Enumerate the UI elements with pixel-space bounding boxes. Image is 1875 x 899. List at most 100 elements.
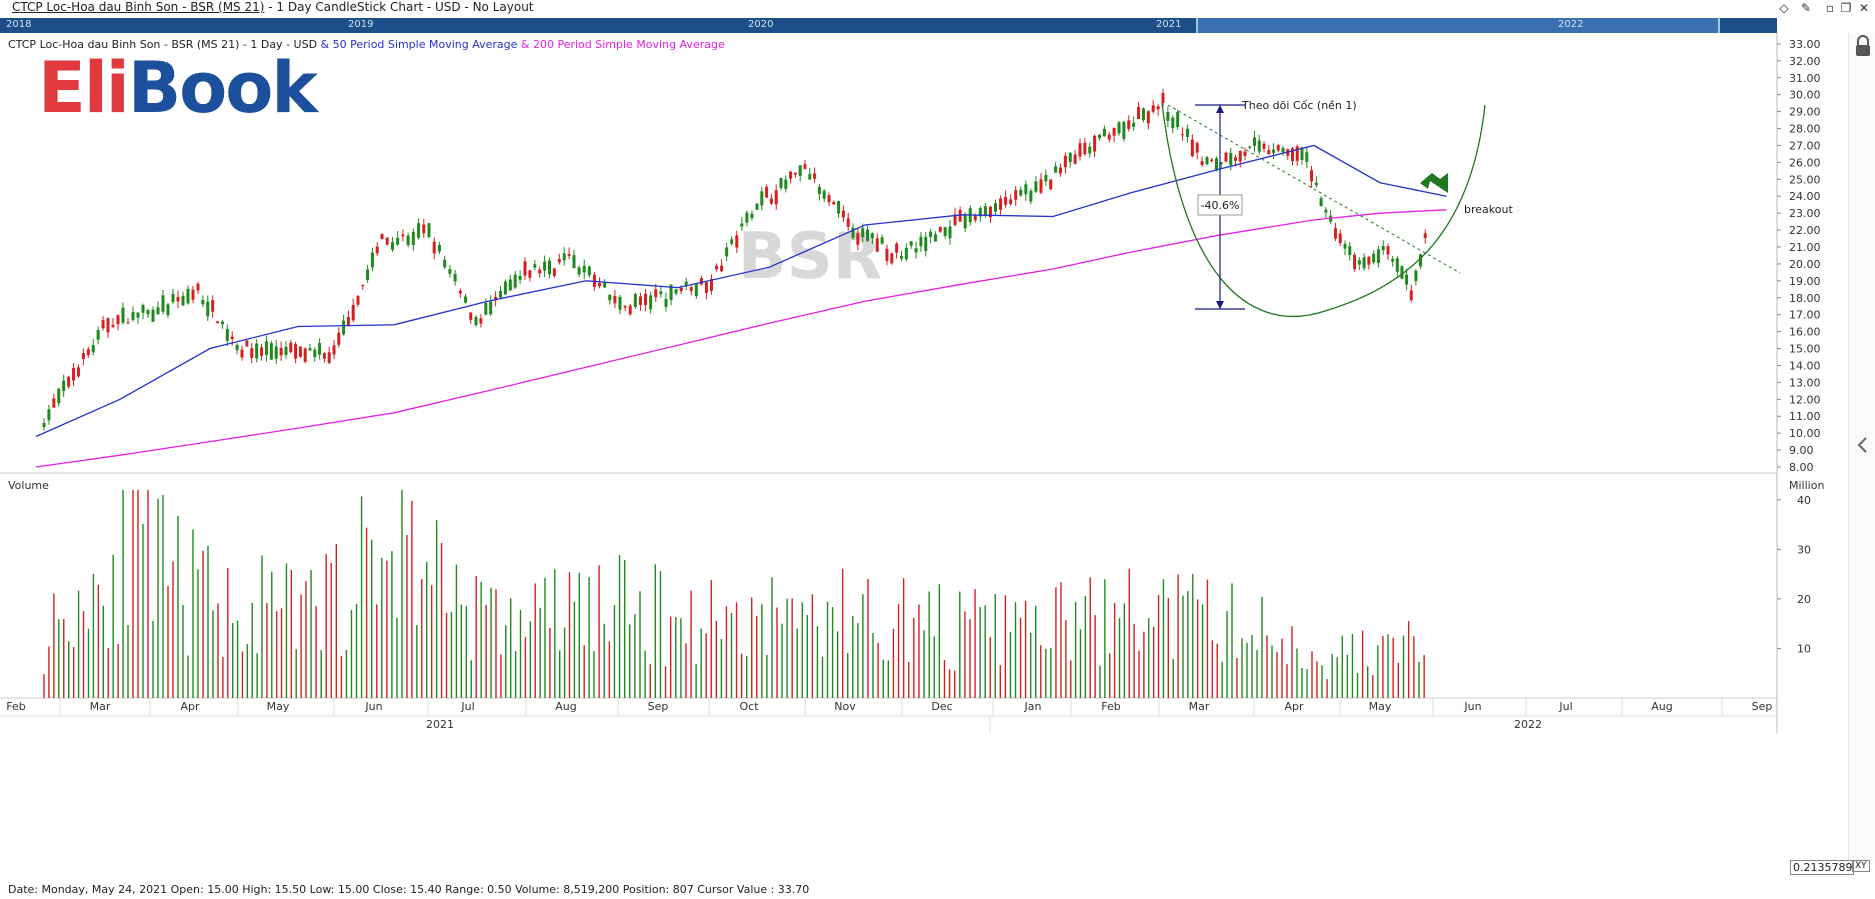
candle-body [161,295,165,312]
candle-body [245,340,249,347]
candle-body [765,186,769,198]
legend-sma200[interactable]: 200 Period Simple Moving Average [532,38,725,51]
candle-body [953,214,957,226]
candle-body [841,210,845,218]
candle-body [42,422,46,428]
minimize-icon[interactable]: ▫ [1825,1,1835,15]
y-tick-label: 26.00 [1789,156,1821,169]
x-tick-label: Nov [834,700,856,713]
candle-body [715,265,719,270]
candle-body [880,237,884,244]
restore-icon[interactable]: ❐ [1840,1,1852,15]
navigator-selection[interactable] [1196,18,1720,33]
candle-body [1215,158,1218,170]
status-bar: Date: Monday, May 24, 2021 Open: 15.00 H… [8,883,810,896]
candle-body [798,165,802,176]
candle-body [994,203,997,212]
candle-body [699,278,703,285]
x-tick-label: Sep [1752,700,1773,713]
candle-body [1310,170,1314,182]
candle-body [533,264,537,268]
candle-body [1156,106,1160,110]
candle-body [181,295,185,306]
candle-body [644,293,648,306]
y-tick-label: 32.00 [1789,55,1821,68]
window-title: CTCP Loc-Hoa dau Binh Son - BSR (MS 21) … [12,0,534,14]
candle-body [924,236,928,251]
candle-body [538,269,542,274]
candle-body [659,291,663,294]
candle-body [983,206,987,216]
y-tick-label: 31.00 [1789,72,1821,85]
candle-body [608,294,612,301]
candle-body [654,289,658,298]
candle-body [499,290,502,298]
close-icon[interactable]: ✕ [1858,1,1870,15]
candle-body [577,267,581,275]
candle-body [216,321,220,324]
collapse-panel-icon[interactable] [1857,437,1867,453]
candle-body [1083,142,1087,155]
candle-body [1059,167,1062,174]
candle-body [1295,146,1299,161]
candle-body [567,254,571,256]
date-navigator[interactable]: 2018 2019 2020 2021 2022 [0,18,1777,33]
x-tick-label: Oct [739,700,759,713]
candle-body [1291,148,1294,162]
candle-body [1039,179,1043,193]
candle-body [1102,128,1106,137]
candle-body [603,282,607,288]
candle-body [57,388,61,404]
candle-body [1210,159,1214,162]
candle-body [1063,155,1067,168]
elibook-logo: EliBook [38,47,318,129]
candle-body [1161,93,1165,104]
candle-body [572,255,576,269]
candle-body [1248,146,1252,148]
year-label: 2021 [426,718,454,731]
year-label: 2022 [1514,718,1542,731]
candle-body [298,346,302,357]
x-tick-label: Jan [1024,700,1042,713]
candle-body [769,198,773,204]
y-tick-label: 13.00 [1789,376,1821,389]
candle-body [1146,111,1150,124]
candle-body [62,380,66,392]
candle-body [1024,184,1028,195]
candle-body [1200,161,1204,165]
xy-toggle-button[interactable]: XY [1852,860,1870,872]
y-tick-label: 23.00 [1789,207,1821,220]
candle-body [704,282,708,293]
lock-icon[interactable] [1856,35,1870,56]
candle-body [284,346,288,356]
diamond-icon[interactable]: ◇ [1779,1,1789,15]
pin-icon[interactable]: ✎ [1800,1,1812,15]
candle-body [890,253,894,264]
candle-body [91,345,95,353]
candle-body [1127,120,1131,129]
candle-body [1073,154,1077,164]
candle-body [503,281,507,295]
candle-body [938,226,942,232]
candle-body [1405,274,1409,285]
instrument-link[interactable]: CTCP Loc-Hoa dau Binh Son - BSR (MS 21) [12,0,265,14]
candle-body [1009,199,1013,204]
candle-body [385,237,389,245]
candle-body [689,287,693,291]
price-volume-chart[interactable]: BSR 33.00 32.00 31.00 30.00 29.00 28.00 27.00 26… [0,33,1848,865]
legend-sma50[interactable]: 50 Period Simple Moving Average [332,38,518,51]
candle-body [186,288,190,304]
candle-body [1319,198,1323,207]
candle-body [513,274,517,288]
candle-body [846,218,850,227]
x-tick-label: Sep [648,700,669,713]
candle-body [76,367,80,377]
candle-body [474,317,478,325]
y-tick-label: 30.00 [1789,89,1821,102]
logo-part2: Book [127,47,318,129]
y-tick-label: 11.00 [1789,410,1821,423]
candle-body [464,296,468,303]
candle-body [779,178,783,188]
candle-body [52,398,56,408]
candle-body [1034,181,1038,192]
